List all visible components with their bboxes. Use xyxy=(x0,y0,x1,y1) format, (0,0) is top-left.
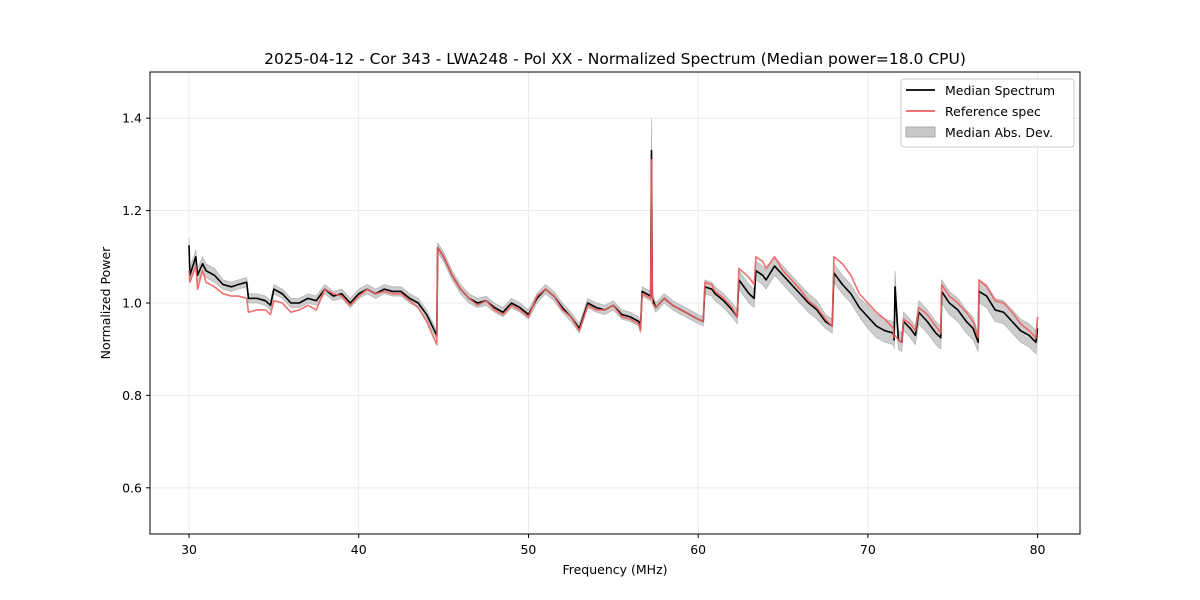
x-tick-label: 60 xyxy=(690,542,706,557)
axis-ticks: 30 40 50 60 70 80 0.6 0.8 1.0 1.2 1.4 xyxy=(122,111,1045,557)
x-tick-label: 80 xyxy=(1030,542,1046,557)
plot-data xyxy=(188,118,1039,355)
chart-title: 2025-04-12 - Cor 343 - LWA248 - Pol XX -… xyxy=(264,50,966,68)
y-tick-label: 0.6 xyxy=(122,480,142,495)
legend-label-mad: Median Abs. Dev. xyxy=(945,125,1053,140)
y-tick-label: 1.4 xyxy=(122,111,142,126)
legend-swatch-mad xyxy=(905,126,936,138)
legend-box xyxy=(900,78,1075,148)
legend: Median Spectrum Reference spec Median Ab… xyxy=(900,78,1075,148)
x-axis-label: Frequency (MHz) xyxy=(562,562,667,577)
x-tick-label: 50 xyxy=(520,542,536,557)
legend-label-median: Median Spectrum xyxy=(945,83,1055,98)
y-tick-label: 1.2 xyxy=(122,203,142,218)
legend-label-reference: Reference spec xyxy=(945,104,1041,119)
x-tick-label: 40 xyxy=(351,542,367,557)
reference-spectrum-line xyxy=(188,158,1039,346)
mad-band-area xyxy=(188,118,1038,355)
x-tick-label: 70 xyxy=(860,542,876,557)
y-axis-label: Normalized Power xyxy=(98,246,113,360)
y-tick-label: 1.0 xyxy=(122,296,142,311)
y-tick-label: 0.8 xyxy=(122,388,142,403)
x-tick-label: 30 xyxy=(181,542,197,557)
